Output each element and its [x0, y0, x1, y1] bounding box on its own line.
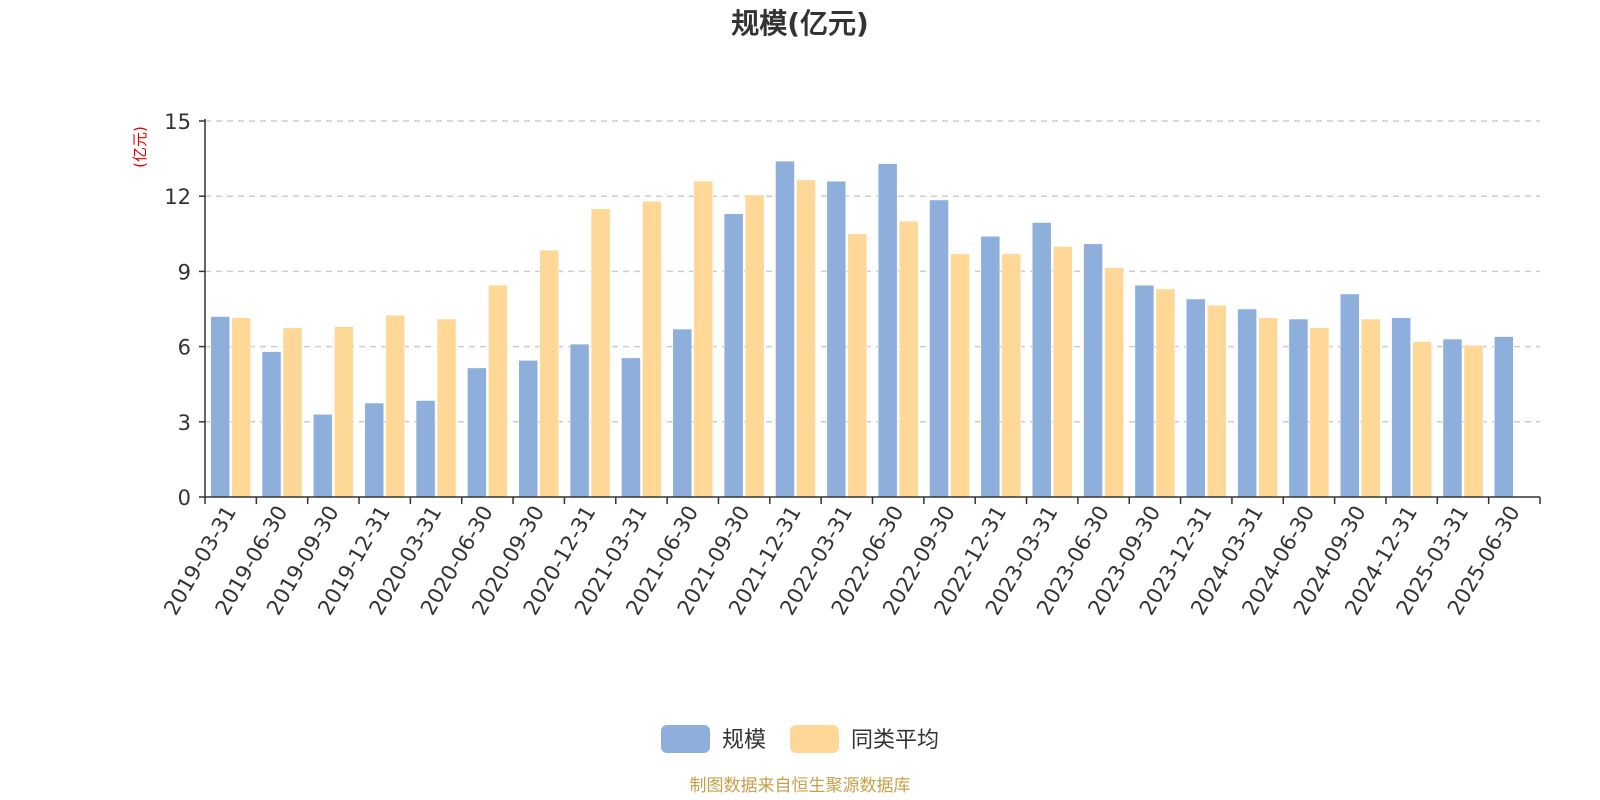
- y-tick-labels: 0 3 6 9 12 15: [164, 110, 191, 510]
- bar-scale-2022-06-30: [877, 163, 898, 498]
- bar-scale-2023-09-30: [1134, 284, 1155, 498]
- bar-scale-2022-12-31: [980, 236, 1001, 498]
- chart-title: 规模(亿元): [731, 7, 869, 40]
- bar-peer-average-2022-06-30: [898, 221, 919, 498]
- bar-peer-average-2021-09-30: [744, 194, 765, 498]
- y-tick-label: 6: [178, 336, 191, 360]
- bar-peer-average-2022-12-31: [1001, 253, 1022, 498]
- bar-peer-average-2023-09-30: [1155, 288, 1176, 498]
- bar-peer-average-2019-03-31: [231, 317, 251, 498]
- legend-swatch-scale[interactable]: [661, 725, 710, 753]
- bar-peer-average-2019-12-31: [385, 315, 405, 498]
- bar-scale-2020-03-31: [415, 400, 436, 498]
- bar-peer-average-2024-12-31: [1412, 341, 1432, 498]
- bar-scale-2025-06-30: [1494, 336, 1514, 498]
- y-tick-label: 0: [178, 486, 191, 510]
- bar-scale-2024-03-31: [1237, 308, 1257, 498]
- bar-scale-2023-06-30: [1083, 243, 1103, 498]
- y-tick-label: 9: [178, 260, 191, 284]
- bar-scale-2021-06-30: [672, 328, 693, 498]
- bar-peer-average-2020-09-30: [539, 249, 559, 498]
- bar-peer-average-2020-12-31: [590, 208, 611, 498]
- grid-lines: [205, 120, 1540, 423]
- legend-label-scale[interactable]: 规模: [722, 728, 766, 753]
- bar-peer-average-2019-06-30: [282, 327, 303, 498]
- bar-peer-average-2023-03-31: [1052, 246, 1073, 498]
- bar-scale-2021-09-30: [723, 213, 744, 498]
- bar-peer-average-2021-03-31: [642, 200, 662, 498]
- bar-scale-2024-09-30: [1340, 293, 1360, 498]
- bar-scale-2020-09-30: [518, 360, 538, 498]
- bar-peer-average-2023-12-31: [1207, 304, 1227, 498]
- bar-peer-average-2024-03-31: [1258, 317, 1278, 498]
- bar-scale-2023-03-31: [1031, 222, 1052, 498]
- bar-peer-average-2021-06-30: [693, 180, 714, 498]
- bar-peer-average-2024-09-30: [1361, 318, 1381, 498]
- bar-peer-average-2024-06-30: [1309, 327, 1330, 498]
- bar-scale-2022-03-31: [826, 180, 847, 498]
- bar-scale-2020-12-31: [569, 343, 590, 498]
- y-tick-label: 15: [164, 110, 191, 134]
- bars: [210, 160, 1514, 498]
- bar-scale-2019-06-30: [261, 351, 282, 498]
- y-axis-unit-label: (亿元): [131, 126, 149, 168]
- legend-swatch-peer-average[interactable]: [790, 725, 839, 753]
- bar-peer-average-2025-03-31: [1463, 345, 1484, 498]
- bar-scale-2024-06-30: [1288, 318, 1309, 498]
- bar-peer-average-2020-06-30: [488, 284, 508, 498]
- bar-peer-average-2022-03-31: [847, 233, 868, 498]
- legend-label-peer-average[interactable]: 同类平均: [851, 728, 939, 753]
- bar-scale-2019-09-30: [313, 414, 333, 498]
- bar-peer-average-2022-09-30: [950, 253, 970, 498]
- bar-scale-2023-12-31: [1186, 298, 1206, 498]
- y-tick-label: 3: [178, 411, 191, 435]
- y-tick-label: 12: [164, 185, 191, 209]
- bar-scale-2022-09-30: [929, 199, 949, 498]
- data-source-note: 制图数据来自恒生聚源数据库: [690, 776, 911, 796]
- axes: [199, 119, 1541, 504]
- bar-scale-2019-12-31: [364, 402, 384, 498]
- x-tick-labels: 2019-03-312019-06-302019-09-302019-12-31…: [159, 502, 1524, 620]
- bar-scale-2021-03-31: [621, 357, 641, 498]
- bar-scale-2025-03-31: [1442, 338, 1463, 498]
- bar-peer-average-2020-03-31: [436, 318, 457, 498]
- legend: 规模 同类平均: [661, 725, 939, 753]
- bar-peer-average-2023-06-30: [1104, 267, 1124, 498]
- bar-scale-2020-06-30: [467, 367, 487, 498]
- bar-scale-2019-03-31: [210, 316, 230, 498]
- bar-peer-average-2019-09-30: [334, 326, 354, 498]
- bar-peer-average-2021-12-31: [796, 179, 816, 498]
- bar-scale-2024-12-31: [1391, 317, 1411, 498]
- bar-scale-2021-12-31: [775, 160, 795, 498]
